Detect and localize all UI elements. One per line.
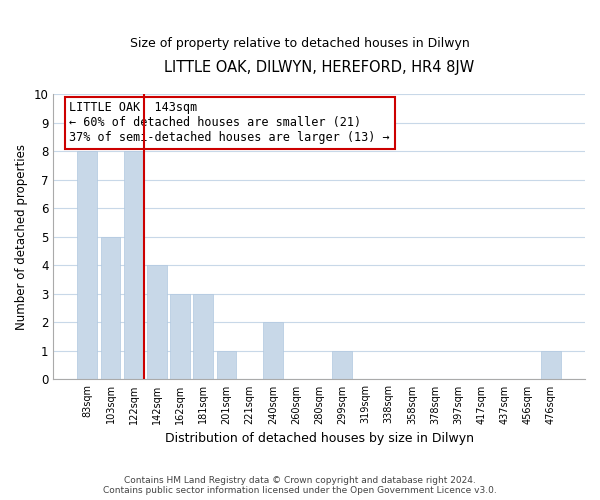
- Bar: [263, 322, 283, 380]
- Y-axis label: Number of detached properties: Number of detached properties: [15, 144, 28, 330]
- X-axis label: Distribution of detached houses by size in Dilwyn: Distribution of detached houses by size …: [164, 432, 473, 445]
- Text: Size of property relative to detached houses in Dilwyn: Size of property relative to detached ho…: [130, 38, 470, 51]
- Bar: [77, 152, 97, 380]
- Bar: [170, 294, 190, 380]
- Title: LITTLE OAK, DILWYN, HEREFORD, HR4 8JW: LITTLE OAK, DILWYN, HEREFORD, HR4 8JW: [164, 60, 474, 75]
- Text: LITTLE OAK: 143sqm
← 60% of detached houses are smaller (21)
37% of semi-detache: LITTLE OAK: 143sqm ← 60% of detached hou…: [69, 102, 390, 144]
- Bar: [101, 237, 121, 380]
- Bar: [332, 351, 352, 380]
- Text: Contains HM Land Registry data © Crown copyright and database right 2024.
Contai: Contains HM Land Registry data © Crown c…: [103, 476, 497, 495]
- Bar: [124, 152, 143, 380]
- Bar: [193, 294, 213, 380]
- Bar: [217, 351, 236, 380]
- Bar: [541, 351, 561, 380]
- Bar: [147, 266, 167, 380]
